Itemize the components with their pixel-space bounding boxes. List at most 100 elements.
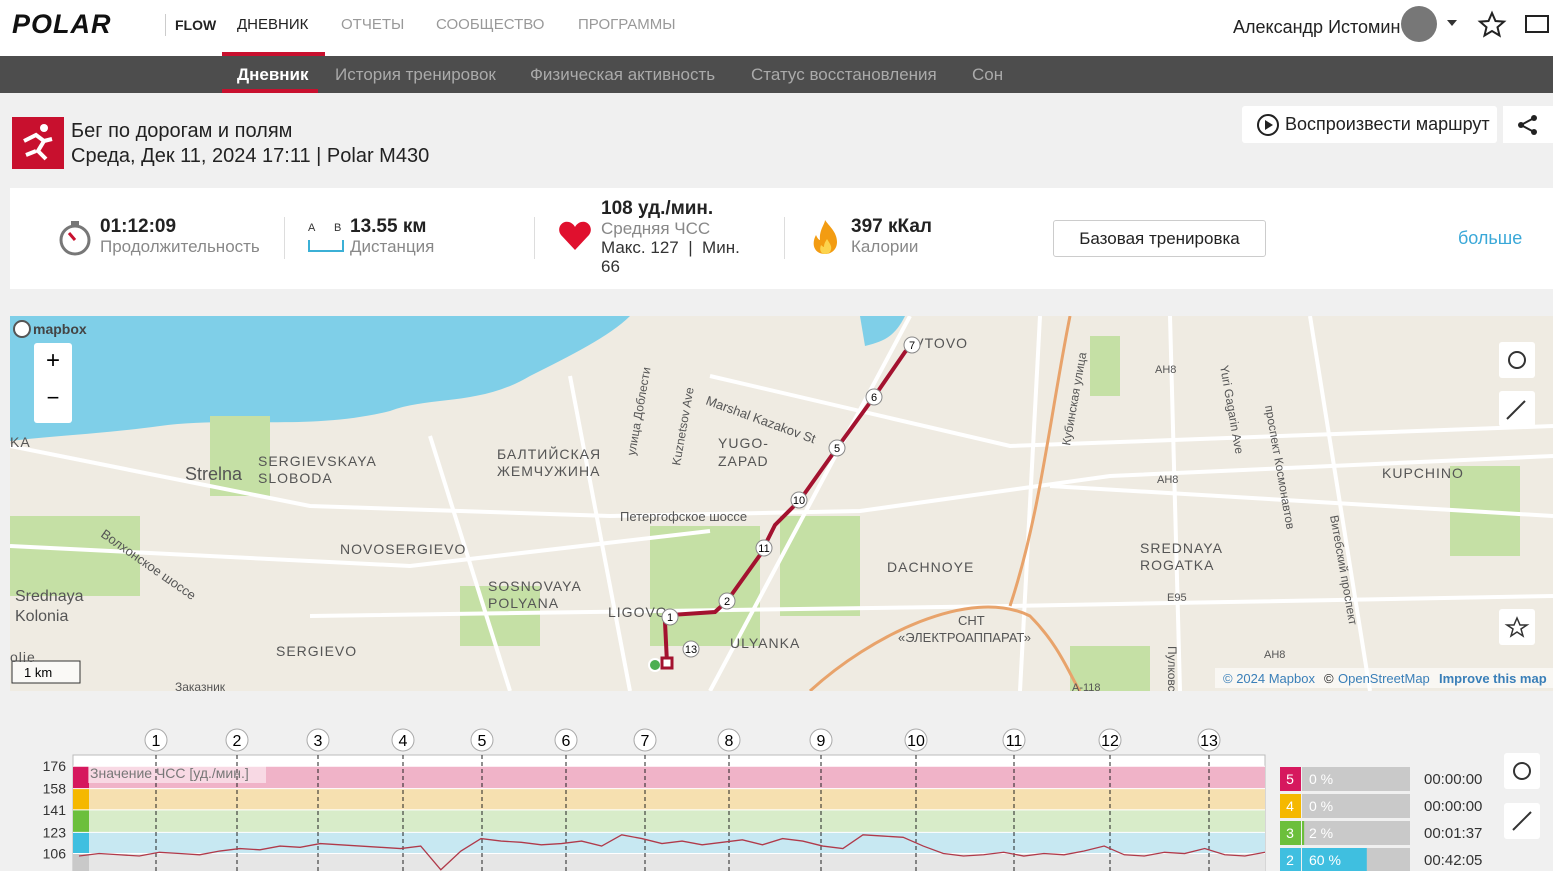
- lap-label: 4: [399, 733, 408, 750]
- map-label: Петергофское шоссе: [620, 509, 747, 524]
- settings-icon: [1513, 762, 1531, 780]
- y-tick-label: 123: [43, 824, 67, 840]
- series-label: Значение ЧСС [уд./мин.]: [90, 765, 249, 781]
- brand[interactable]: POLAR: [12, 9, 112, 39]
- header-icons[interactable]: [1440, 8, 1553, 42]
- expand-icon: [1512, 811, 1532, 831]
- session-subtitle: Среда, Дек 11, 2024 17:11 | Polar M430: [71, 145, 430, 167]
- map-attribution: ©: [1324, 671, 1334, 686]
- zone-bar-bg: [1302, 767, 1410, 791]
- y-tick-label: 176: [43, 758, 67, 774]
- map-label: KUPCHINO: [1382, 465, 1464, 481]
- sub-bar: [0, 56, 1553, 93]
- lap-marker[interactable]: [1197, 728, 1221, 752]
- svg-text:+: +: [46, 347, 60, 374]
- lap-marker[interactable]: [470, 728, 494, 752]
- zone-bar-bg: [1302, 794, 1410, 818]
- map-label: Kolonia: [15, 608, 68, 625]
- lap-marker[interactable]: [809, 728, 833, 752]
- map-label: AH8: [1264, 649, 1285, 661]
- lap-marker-label: 13: [685, 644, 697, 656]
- lap-marker[interactable]: [717, 728, 741, 752]
- lap-marker[interactable]: [633, 728, 657, 752]
- zone-bar-bg: [1302, 821, 1410, 845]
- lap-label: 11: [1006, 733, 1023, 750]
- map[interactable]: + − 1 km mapbox © 2024 Mapbox © OpenStree…: [10, 316, 1553, 691]
- zone-time: 00:01:37: [1424, 825, 1482, 842]
- nav-item[interactable]: ДНЕВНИК: [237, 16, 309, 33]
- map-label: SLOBODA: [258, 470, 333, 486]
- lap-marker[interactable]: [391, 728, 415, 752]
- zone-strip: [73, 766, 89, 789]
- subnav-item[interactable]: История тренировок: [335, 65, 496, 84]
- zone-band: [73, 853, 1265, 871]
- lap-marker[interactable]: [718, 592, 736, 610]
- map-attribution[interactable]: © 2024 Mapbox: [1223, 671, 1315, 686]
- map-label: POLYANA: [488, 595, 559, 611]
- more-link[interactable]: больше: [1458, 228, 1523, 248]
- map-label: AH8: [1155, 364, 1176, 376]
- lap-label: 1: [152, 733, 161, 750]
- y-tick-label: 106: [43, 846, 67, 862]
- lap-marker[interactable]: [661, 608, 679, 626]
- nav-item[interactable]: СООБЩЕСТВО: [436, 16, 545, 33]
- lap-marker-label: 6: [871, 392, 877, 404]
- zone-badge: [1280, 848, 1301, 871]
- lap-label: 5: [478, 733, 487, 750]
- share-button[interactable]: [1503, 106, 1553, 143]
- lap-label: 3: [314, 733, 323, 750]
- lap-marker[interactable]: [1002, 728, 1026, 752]
- hr-label: Средняя ЧСС: [601, 219, 711, 238]
- top-bar: [0, 0, 1553, 56]
- lap-label: 12: [1101, 733, 1119, 750]
- map-label: KA: [10, 434, 31, 450]
- sport-icon: [12, 117, 64, 169]
- nav-item[interactable]: ПРОГРАММЫ: [578, 16, 676, 33]
- lap-marker-label: 1: [667, 612, 673, 624]
- replay-label[interactable]: Воспроизвести маршрут: [1285, 114, 1490, 134]
- zone-band: [73, 766, 1265, 789]
- map-label: Strelna: [185, 464, 243, 484]
- zone-bar: [1302, 848, 1367, 871]
- map-label: ROGATKA: [1140, 557, 1214, 573]
- lap-marker[interactable]: [144, 728, 168, 752]
- y-tick-label: 141: [43, 802, 67, 818]
- lap-label: 8: [725, 733, 734, 750]
- training-button[interactable]: Базовая тренировка: [1053, 220, 1266, 257]
- lap-marker[interactable]: [682, 640, 700, 658]
- lap-marker[interactable]: [306, 728, 330, 752]
- lap-marker-label: 11: [758, 543, 769, 555]
- svg-text:−: −: [47, 385, 60, 410]
- settings-button[interactable]: [1504, 753, 1540, 789]
- nav-item[interactable]: ОТЧЕТЫ: [341, 16, 405, 33]
- subnav-item[interactable]: Сон: [972, 65, 1004, 84]
- zone-strip: [73, 832, 89, 854]
- map-attribution[interactable]: OpenStreetMap: [1338, 671, 1430, 686]
- lap-marker[interactable]: [554, 728, 578, 752]
- lap-label: 6: [562, 733, 571, 750]
- lap-label: 2: [233, 733, 242, 750]
- duration-value: 01:12:09: [100, 216, 177, 237]
- user-name[interactable]: Александр Истомин: [1233, 17, 1401, 37]
- map-attribution[interactable]: Improve this map: [1439, 671, 1547, 686]
- lap-marker[interactable]: [1098, 728, 1122, 752]
- zone-percent: 0 %: [1309, 771, 1333, 787]
- lap-marker-label: 10: [793, 495, 805, 507]
- lap-marker[interactable]: [755, 539, 773, 557]
- lap-label: 7: [641, 733, 650, 750]
- lap-marker[interactable]: [865, 388, 883, 406]
- lap-marker[interactable]: [790, 491, 808, 509]
- subnav-item[interactable]: Статус восстановления: [751, 65, 937, 84]
- subnav-item[interactable]: Физическая активность: [530, 65, 716, 84]
- lap-label: 10: [907, 733, 925, 750]
- lap-marker[interactable]: [225, 728, 249, 752]
- lap-marker[interactable]: [904, 728, 928, 752]
- zone-bar: [1302, 821, 1305, 845]
- subnav-item[interactable]: Дневник: [237, 65, 309, 84]
- hr-value: 108 уд./мин.: [601, 198, 714, 219]
- lap-marker[interactable]: [903, 336, 921, 354]
- replay-button[interactable]: [1242, 106, 1497, 143]
- lap-marker[interactable]: [828, 439, 846, 457]
- lap-marker-label: 7: [909, 340, 915, 352]
- map-label: БАЛТИЙСКАЯ: [497, 445, 601, 462]
